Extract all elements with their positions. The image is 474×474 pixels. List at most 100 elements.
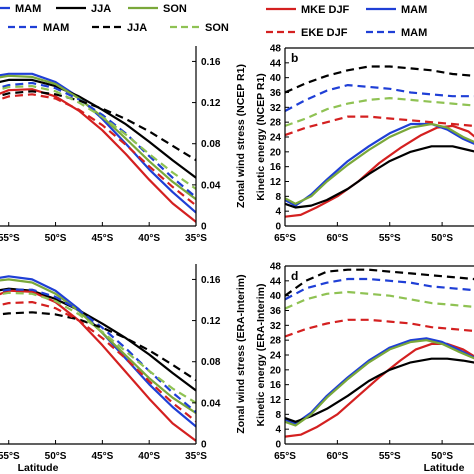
- y-tick-label: 32: [270, 103, 282, 114]
- x-tick-label: 65°S: [274, 451, 296, 462]
- series-line-4: [285, 84, 474, 112]
- x-tick-label: 55°S: [0, 451, 20, 462]
- legend-label: JJA: [91, 3, 111, 15]
- legend-right: MKE DJF MAM EKE DJF MAM: [266, 4, 427, 39]
- y-tick-label: 0.12: [201, 316, 221, 327]
- series-line-6: [285, 290, 474, 310]
- series-line-5: [0, 311, 196, 382]
- y-tick-label: 0: [275, 440, 281, 451]
- y-tick-label: 48: [270, 262, 282, 273]
- series-line-7: [285, 115, 474, 137]
- series-line-6: [285, 97, 474, 127]
- x-axis-label: Latitude: [18, 462, 59, 474]
- x-tick-label: 45°S: [91, 451, 113, 462]
- x-tick-label: 40°S: [138, 233, 160, 244]
- y-tick-label: 0: [275, 222, 281, 233]
- legend-label: EKE DJF: [301, 27, 348, 39]
- y-tick-label: 16: [270, 162, 282, 173]
- x-tick-label: 40°S: [138, 451, 160, 462]
- y-tick-label: 36: [270, 306, 282, 317]
- y-axis-label: Kinetic energy (NCEP R1): [255, 73, 267, 201]
- y-tick-label: 24: [270, 351, 282, 362]
- legend-left: MAM JJA SON MAM JJA SON: [0, 3, 229, 34]
- x-tick-label: 35°S: [185, 451, 207, 462]
- legend-label: MKE DJF: [301, 4, 350, 16]
- y-tick-label: 0.16: [201, 275, 221, 286]
- x-tick-label: 55°S: [379, 451, 401, 462]
- series-line-5: [0, 90, 196, 162]
- series-line-7: [285, 318, 474, 338]
- x-tick-label: 50°S: [45, 451, 67, 462]
- y-tick-label: 0.12: [201, 98, 221, 109]
- x-tick-label: 50°S: [431, 233, 453, 244]
- x-axis-label: Latitude: [424, 462, 465, 474]
- x-tick-label: 60°S: [326, 451, 348, 462]
- y-tick-label: 40: [270, 291, 282, 302]
- y-tick-label: 0: [201, 222, 207, 233]
- series-line-6: [0, 291, 196, 404]
- series-group: [0, 72, 196, 223]
- y-tick-label: 32: [270, 321, 282, 332]
- y-tick-label: 4: [275, 207, 281, 218]
- panel-2: 55°S 50°S 45°S 40°S 35°S0 0.04 0.08 0.12 0.16 Zon…: [0, 264, 247, 474]
- y-tick-label: 44: [270, 276, 282, 287]
- y-tick-label: 48: [270, 44, 282, 55]
- y-tick-label: 0.04: [201, 180, 221, 191]
- series-line-7: [0, 93, 196, 207]
- panel-letter: b: [291, 51, 298, 65]
- y-tick-label: 8: [275, 410, 281, 421]
- y-tick-label: 0.08: [201, 357, 221, 368]
- series-line-2: [0, 278, 196, 415]
- x-tick-label: 60°S: [326, 233, 348, 244]
- y-tick-label: 0: [201, 440, 207, 451]
- y-tick-label: 0.16: [201, 57, 221, 68]
- y-tick-label: 20: [270, 147, 282, 158]
- series-line-0: [285, 124, 474, 218]
- series-line-1: [285, 337, 474, 425]
- series-line-3: [285, 122, 474, 205]
- legend-label: MAM: [15, 3, 41, 15]
- y-tick-label: 4: [275, 425, 281, 436]
- series-line-5: [285, 268, 474, 297]
- legend-label: MAM: [401, 4, 427, 16]
- series-line-3: [0, 88, 196, 223]
- series-group: [0, 275, 196, 442]
- y-tick-label: 0.08: [201, 139, 221, 150]
- legend-label: MAM: [401, 27, 427, 39]
- x-tick-label: 65°S: [274, 233, 296, 244]
- series-group: [285, 65, 474, 218]
- series-line-2: [285, 145, 474, 209]
- y-tick-label: 16: [270, 380, 282, 391]
- series-line-3: [285, 339, 474, 427]
- legend-label: SON: [163, 3, 187, 15]
- series-line-0: [0, 275, 196, 428]
- x-tick-label: 55°S: [0, 233, 20, 244]
- y-tick-label: 12: [270, 177, 282, 188]
- series-line-7: [0, 301, 196, 423]
- x-tick-label: 45°S: [91, 233, 113, 244]
- y-tick-label: 20: [270, 365, 282, 376]
- series-line-4: [0, 81, 196, 199]
- panel-1: 65°S 60°S 55°S 50°S04812162024283236404448K…: [255, 44, 474, 244]
- y-tick-label: 12: [270, 395, 282, 406]
- y-tick-label: 36: [270, 88, 282, 99]
- series-line-1: [0, 78, 196, 179]
- y-axis-label: Kinetic energy (ERA-Interim): [255, 284, 267, 427]
- series-line-5: [285, 65, 474, 94]
- y-tick-label: 40: [270, 73, 282, 84]
- x-tick-label: 50°S: [45, 233, 67, 244]
- panel-3: 65°S 60°S 55°S 50°S04812162024283236404448K…: [255, 262, 474, 474]
- y-axis-label: Zonal wind stress (ERA-Interim): [235, 274, 247, 433]
- x-tick-label: 35°S: [185, 233, 207, 244]
- x-tick-label: 55°S: [379, 233, 401, 244]
- series-group: [285, 268, 474, 438]
- y-tick-label: 28: [270, 118, 282, 129]
- y-axis-label: Zonal wind stress (NCEP R1): [235, 64, 247, 208]
- series-line-4: [0, 288, 196, 413]
- panel-0: 55°S 50°S 45°S 40°S 35°S0 0.04 0.08 0.12 0.16 Zon…: [0, 46, 247, 244]
- legend-label: MAM: [43, 22, 69, 34]
- series-line-3: [0, 289, 196, 442]
- y-tick-label: 28: [270, 336, 282, 347]
- y-tick-label: 8: [275, 192, 281, 203]
